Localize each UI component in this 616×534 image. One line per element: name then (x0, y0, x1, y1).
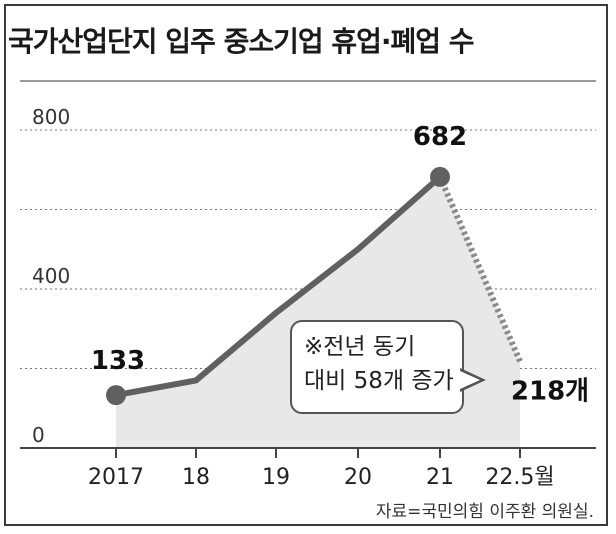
source-note: 자료=국민의힘 이주환 의원실. (375, 502, 594, 522)
data-point (430, 166, 450, 187)
y-tick-label: 400 (32, 264, 70, 288)
x-tick-label: 18 (182, 465, 210, 490)
chart-title: 국가산업단지 입주 중소기업 휴업·폐업 수 (8, 25, 475, 58)
callout-pointer-fill (460, 371, 480, 389)
annotation-line-1: ※전년 동기 (304, 334, 416, 360)
x-tick-label: 20 (344, 465, 372, 490)
data-label: 133 (91, 346, 145, 376)
x-tick-label: 2017 (88, 465, 144, 490)
x-tick-label: 19 (262, 465, 290, 490)
data-label: 218개 (511, 376, 589, 406)
x-tick-label: 21 (426, 465, 454, 490)
annotation-callout: ※전년 동기 대비 58개 증가 (290, 320, 464, 414)
title-divider (20, 80, 596, 82)
annotation-line-2: 대비 58개 증가 (304, 368, 454, 394)
y-tick-label: 800 (32, 105, 70, 129)
y-tick-label: 0 (32, 423, 45, 447)
data-point (106, 385, 126, 406)
data-label: 682 (413, 122, 467, 152)
series-line (113, 173, 443, 399)
x-tick-label: 22.5월 (485, 465, 554, 490)
